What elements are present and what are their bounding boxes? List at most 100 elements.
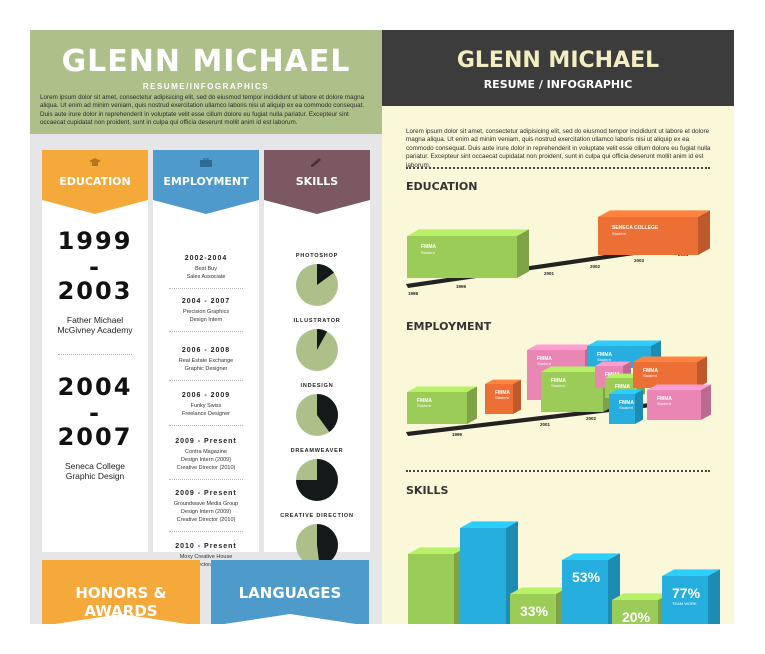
employment-divider <box>169 331 243 332</box>
bar-sublabel: Student <box>421 250 436 255</box>
employment-divider <box>169 380 243 381</box>
box-top <box>647 384 711 390</box>
section-divider <box>406 470 710 472</box>
employment-divider <box>169 288 243 289</box>
skills-column: SKILLS PHOTOSHOP ILLUSTRATOR INDESIGN DREAM… <box>264 150 370 566</box>
bar-label: FMMA <box>417 398 432 404</box>
skill-bar-value: 33% <box>520 603 549 619</box>
honors-awards-banner: HONORS & AWARDS <box>42 560 200 624</box>
education-bar-fmma <box>407 229 529 278</box>
education-end-year: 2003 <box>57 277 133 305</box>
education-section-title: EDUCATION <box>406 180 478 193</box>
employment-detail: Groundwave Media Group <box>173 501 239 507</box>
employment-detail: Precision Graphics <box>182 309 230 315</box>
bar-sublabel: Student <box>657 401 672 406</box>
skill-pie-slice <box>317 329 328 350</box>
employment-years: 2004 - 2007 <box>181 298 231 305</box>
employment-title: EMPLOYMENT <box>163 175 249 188</box>
box-front <box>541 372 603 412</box>
bar-label: FMMA <box>495 390 510 396</box>
honors-awards-title: HONORS & AWARDS <box>75 584 167 620</box>
skill-pie <box>296 264 338 306</box>
timeline-tick-label: 2002 <box>586 416 597 421</box>
bar-sublabel: Student <box>643 373 658 378</box>
left-name-title: GLENN MICHAEL <box>61 44 351 79</box>
languages-banner: LANGUAGES <box>211 560 369 624</box>
employment-bar <box>407 386 477 424</box>
employment-header: EMPLOYMENT <box>153 150 259 214</box>
skill-name: INDESIGN <box>300 383 334 389</box>
box-side <box>513 379 521 414</box>
education-column: EDUCATION 1999 - 2003 Father Michael McG… <box>42 150 148 552</box>
box-front <box>485 384 513 414</box>
employment-bar <box>609 389 643 424</box>
skill-pie-slice <box>317 524 338 566</box>
box-side <box>697 356 707 388</box>
education-school-line2: McGivney Academy <box>57 325 133 335</box>
box-side <box>635 389 643 424</box>
left-header <box>30 30 382 134</box>
box-top <box>609 389 643 394</box>
employment-timeline-chart: 19992001200220032004FMMAStudentFMMAStude… <box>406 340 711 437</box>
resume-infographic-right: GLENN MICHAEL RESUME / INFOGRAPHIC Lorem… <box>382 30 734 624</box>
box-top <box>662 569 720 576</box>
bar-sublabel: Student <box>551 383 566 388</box>
skill-bar <box>408 547 466 624</box>
employment-detail: Moxy Creative House <box>179 554 233 560</box>
skills-header: SKILLS <box>264 150 370 214</box>
employment-section-title: EMPLOYMENT <box>406 320 492 333</box>
box-side <box>517 229 529 278</box>
timeline-tick-label: 1998 <box>408 291 419 296</box>
education-school: Father Michael <box>66 315 124 325</box>
employment-detail: Best Buy <box>194 266 217 272</box>
bar-label: FMMA <box>643 368 658 374</box>
skills-arrow <box>264 200 370 214</box>
timeline-tick-label: 2003 <box>634 258 645 263</box>
box-front <box>510 594 556 624</box>
box-front <box>407 392 467 424</box>
box-top <box>407 229 529 236</box>
right-subtitle: RESUME / INFOGRAPHIC <box>483 78 633 91</box>
bar-sublabel: Student <box>612 231 627 236</box>
zigzag-shape <box>30 126 382 134</box>
timeline-tick-label: 2001 <box>540 422 551 427</box>
education-timeline-chart: 199819992001200220032004FMMAStudentSENEC… <box>406 210 710 296</box>
box-top <box>460 521 518 528</box>
employment-bar <box>485 379 521 414</box>
right-name-title: GLENN MICHAEL <box>456 48 660 73</box>
box-side <box>698 210 710 255</box>
zigzag-edge <box>30 126 382 134</box>
bar-label: FMMA <box>597 352 612 358</box>
box-front <box>562 560 608 624</box>
box-top <box>612 593 670 600</box>
left-subtitle: RESUME/INFOGRAPHICS <box>142 82 270 91</box>
education-school-line2: Graphic Design <box>65 471 125 481</box>
bar-sublabel: Student <box>537 361 552 366</box>
skill-name: PHOTOSHOP <box>295 253 339 259</box>
box-top <box>633 356 707 362</box>
right-intro-text: Lorem ipsum dolor sit amet, consectetur … <box>406 128 711 169</box>
bar-sublabel: Student <box>597 357 612 362</box>
employment-years: 2009 - Present <box>175 490 237 497</box>
employment-bar <box>647 384 711 420</box>
box-top <box>407 386 477 392</box>
left-intro-text: Lorem ipsum dolor sit amet, consectetur … <box>40 94 365 127</box>
skills-bar-chart: 33%53%20%DREAMWEAVER77%TEAM WORK <box>408 521 720 624</box>
skill-bar-value: 77% <box>672 585 701 601</box>
employment-years: 2002-2004 <box>184 255 228 262</box>
employment-detail: Real Estate Exchange <box>178 358 234 364</box>
box-front <box>633 362 697 388</box>
bar-label: FMMA <box>657 396 672 402</box>
skill-pie <box>296 394 338 436</box>
education-arrow <box>42 200 148 214</box>
employment-years: 2010 - Present <box>175 543 237 550</box>
box-front <box>408 554 454 624</box>
education-divider <box>58 354 132 355</box>
education-school: Seneca College <box>64 461 125 471</box>
employment-detail: Design Intern (2009) <box>180 509 232 515</box>
box-front <box>407 236 517 278</box>
box-top <box>527 344 595 350</box>
skill-name: CREATIVE DIRECTION <box>280 513 354 519</box>
skill-pie-slice <box>317 264 334 285</box>
bar-sublabel: Student <box>495 395 510 400</box>
